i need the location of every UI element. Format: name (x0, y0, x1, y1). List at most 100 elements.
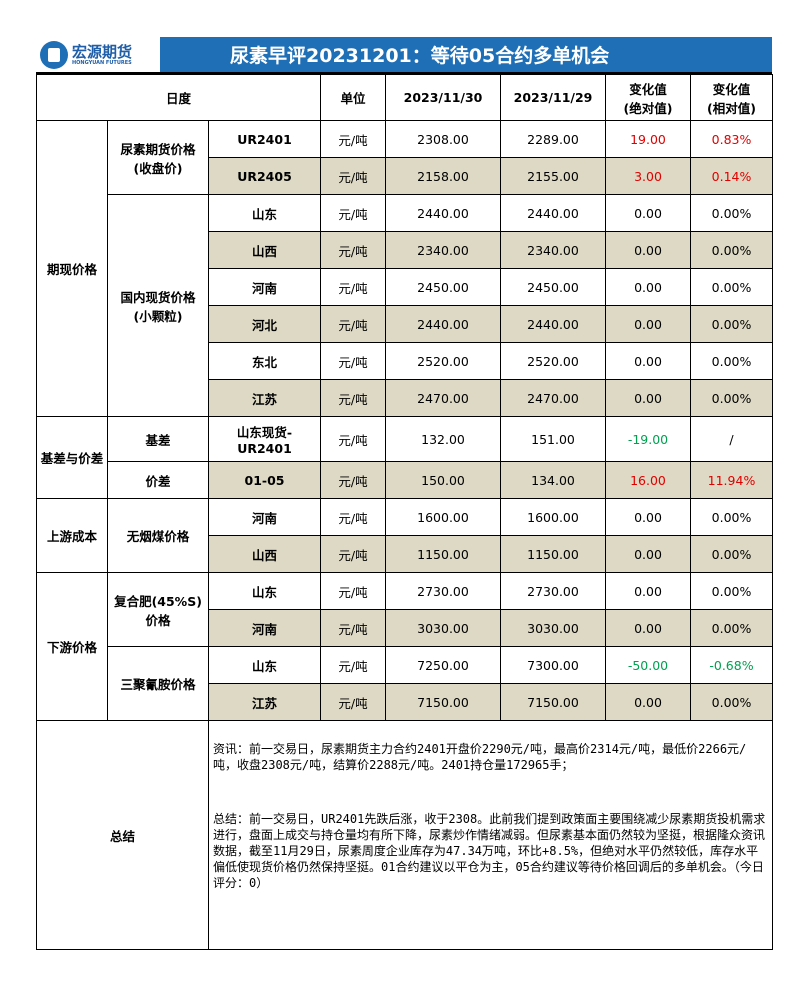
sub-spread: 价差 (107, 461, 209, 499)
value-date2: 3030.00 (500, 609, 606, 647)
item-cell: 01-05 (208, 461, 321, 499)
item-cell: 河南 (208, 609, 321, 647)
item-label: 山东现货- (236, 425, 293, 440)
item-label: 河南 (251, 621, 277, 637)
group-label: (小颗粒) (133, 308, 183, 324)
item-label: 河南 (251, 280, 277, 296)
unit-cell: 元/吨 (320, 646, 386, 684)
item-label: 山东 (251, 658, 277, 674)
value-date1: 2440.00 (385, 305, 501, 343)
change-rel: / (690, 416, 773, 462)
value-date1: 1150.00 (385, 535, 501, 573)
item-label: 01-05 (244, 472, 285, 488)
unit-cell: 元/吨 (320, 379, 386, 417)
change-rel: 0.00% (690, 194, 773, 232)
item-cell: 山西 (208, 231, 321, 269)
change-rel: 0.14% (690, 157, 773, 195)
value-date1: 7150.00 (385, 683, 501, 721)
report: 宏源期货 HONGYUAN FUTURES 尿素早评20231201：等待05合约… (36, 37, 773, 950)
value-date1: 150.00 (385, 461, 501, 499)
item-label: 山东 (251, 584, 277, 600)
change-abs: 0.00 (605, 535, 691, 573)
change-abs: 0.00 (605, 231, 691, 269)
value-date2: 2155.00 (500, 157, 606, 195)
col-unit: 单位 (320, 74, 386, 121)
table-row: UR2405 元/吨 2158.00 2155.00 3.00 0.14% (37, 157, 773, 195)
item-cell: UR2405 (208, 157, 321, 195)
change-rel: -0.68% (690, 646, 773, 684)
col-period: 日度 (36, 74, 321, 121)
change-rel: 0.00% (690, 535, 773, 573)
item-cell: 江苏 (208, 683, 321, 721)
unit-cell: 元/吨 (320, 461, 386, 499)
report-title: 尿素早评20231201：等待05合约多单机会 (160, 37, 772, 72)
sub-melamine: 三聚氰胺价格 (107, 646, 209, 721)
group-label: 基差 (145, 432, 171, 448)
summary-news: 资讯：前一交易日，尿素期货主力合约2401开盘价2290元/吨，最高价2314元… (213, 742, 747, 772)
change-abs: 16.00 (605, 461, 691, 499)
change-abs: 0.00 (605, 194, 691, 232)
group-label: 价差 (145, 473, 171, 489)
item-label: 河北 (251, 317, 277, 333)
value-date2: 2340.00 (500, 231, 606, 269)
change-rel: 0.00% (690, 609, 773, 647)
value-date2: 134.00 (500, 461, 606, 499)
value-date2: 2730.00 (500, 572, 606, 610)
value-date1: 132.00 (385, 416, 501, 462)
change-rel: 0.00% (690, 572, 773, 610)
value-date2: 2470.00 (500, 379, 606, 417)
col-rel-label: 变化值 (712, 81, 751, 97)
change-rel: 0.00% (690, 683, 773, 721)
change-abs: 19.00 (605, 120, 691, 158)
change-abs: 3.00 (605, 157, 691, 195)
group-label: 无烟煤价格 (126, 529, 190, 544)
change-abs: 0.00 (605, 609, 691, 647)
item-label-2: UR2401 (237, 441, 292, 456)
summary-text: 资讯：前一交易日，尿素期货主力合约2401开盘价2290元/吨，最高价2314元… (208, 720, 773, 950)
value-date1: 1600.00 (385, 498, 501, 536)
unit-cell: 元/吨 (320, 231, 386, 269)
header-row: 日度 单位 2023/11/30 2023/11/29 变化值 (绝对值) 变化值… (36, 74, 773, 121)
summary-conclusion: 总结：前一交易日，UR2401先跌后涨，收于2308。此前我们提到政策面主要围绕… (213, 812, 766, 890)
item-label: 山西 (251, 243, 277, 259)
change-abs: -50.00 (605, 646, 691, 684)
col-date1: 2023/11/30 (385, 74, 501, 121)
change-abs: 0.00 (605, 683, 691, 721)
col-date2: 2023/11/29 (500, 74, 606, 121)
sub-anthracite: 无烟煤价格 (107, 498, 209, 573)
change-abs: 0.00 (605, 342, 691, 380)
value-date1: 3030.00 (385, 609, 501, 647)
change-abs: 0.00 (605, 498, 691, 536)
unit-cell: 元/吨 (320, 120, 386, 158)
col-abs: 变化值 (绝对值) (605, 74, 691, 121)
group-label: 国内现货价格 (120, 289, 196, 305)
table-row: 江苏 元/吨 2470.00 2470.00 0.00 0.00% (37, 379, 773, 417)
change-rel: 0.00% (690, 498, 773, 536)
group-label: 三聚氰胺价格 (120, 677, 196, 692)
value-date1: 2340.00 (385, 231, 501, 269)
price-table: 日度 单位 2023/11/30 2023/11/29 变化值 (绝对值) 变化值… (36, 74, 773, 950)
table-row: 山西 元/吨 1150.00 1150.00 0.00 0.00% (37, 535, 773, 573)
group-downstream: 下游价格 (36, 572, 108, 721)
sub-basis: 基差 (107, 416, 209, 462)
group-label: 尿素期货价格 (120, 141, 196, 157)
unit-cell: 元/吨 (320, 609, 386, 647)
change-abs: 0.00 (605, 379, 691, 417)
group-label: (收盘价) (133, 160, 183, 176)
item-label: UR2405 (237, 168, 292, 184)
table-row: 期现价格 尿素期货价格 (收盘价) UR2401 元/吨 2308.00 2289.00 19… (36, 120, 773, 417)
summary-label: 总结 (36, 720, 209, 950)
item-label: 江苏 (251, 391, 277, 407)
value-date1: 7250.00 (385, 646, 501, 684)
item-cell: 山东 (208, 572, 321, 610)
value-date1: 2308.00 (385, 120, 501, 158)
value-date1: 2158.00 (385, 157, 501, 195)
value-date1: 2450.00 (385, 268, 501, 306)
report-header: 宏源期货 HONGYUAN FUTURES 尿素早评20231201：等待05合约… (36, 37, 772, 74)
table-row: 山西 元/吨 2340.00 2340.00 0.00 0.00% (37, 231, 773, 269)
group-label: 基差与价差 (40, 451, 104, 466)
col-rel: 变化值 (相对值) (690, 74, 773, 121)
change-rel: 0.00% (690, 379, 773, 417)
value-date2: 2450.00 (500, 268, 606, 306)
unit-cell: 元/吨 (320, 305, 386, 343)
